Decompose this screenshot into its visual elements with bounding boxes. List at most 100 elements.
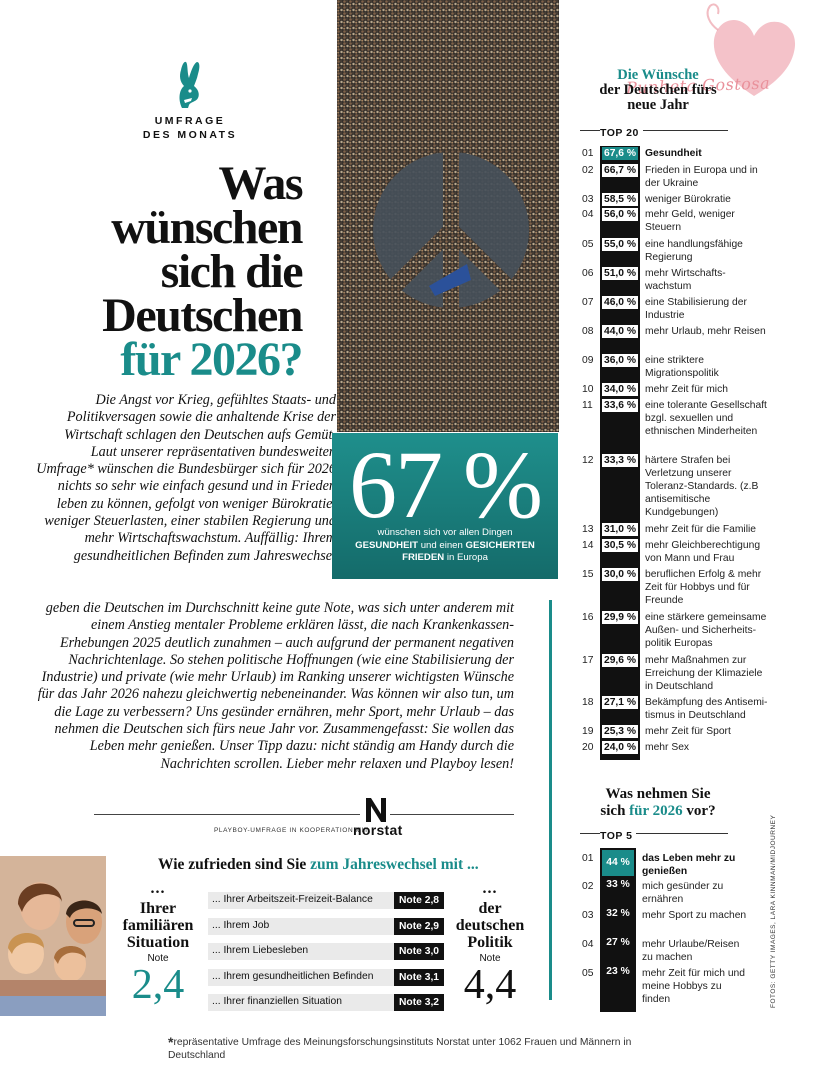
top5-rule [580,833,728,834]
norstat-brand: norstat [353,822,403,838]
wish-text: mehr Urlaub, mehr Reisen [645,326,766,337]
rank: 11 [582,400,593,411]
intro-paragraph: Die Angst vor Krieg, gefühltes Staats- u… [36,392,336,564]
percent-badge: 27 % [606,937,630,948]
resolutions-title-post: vor? [682,803,716,819]
wish-text: eine stärkere gemeinsame Außen- und Sich… [645,612,767,649]
resolutions-title-accent: für 2026 [629,803,683,819]
wish-text: beruflichen Erfolg & mehr Zeit für Hobby… [645,569,762,606]
resolutions-title: Was nehmen Sie sich für 2026 vor? [578,786,738,820]
percent-badge: 32 % [606,908,630,919]
percent-badge: 58,5 % [602,193,638,206]
top20-label-row: TOP 20 [580,123,728,139]
stat-bold-secure: GESICHERTEN [465,539,535,551]
top20-label: TOP 20 [600,127,643,139]
peace-sign-crowd-graphic [337,0,559,432]
wish-text: mehr Maßnahmen zur Erreichung der Klimaz… [645,655,763,692]
headline-line: sich die [160,245,304,298]
family-satisfaction-score: ... Ihrer familiären Situation Note 2,4 [118,880,198,1008]
top20-rule [580,130,728,131]
stat-value: 67 % [349,431,543,538]
score-label: Ihrer familiären Situation [122,900,194,951]
resolution-text: mehr Urlaube/Reisen zu machen [642,939,740,963]
wish-text: eine tolerante Gesellschaft bzgl. sexuel… [645,400,767,437]
percent-badge: 33,6 % [602,399,638,412]
rank: 02 [582,165,594,176]
score-value: 4,4 [463,962,517,1008]
satisfaction-question: ... Ihrem gesundheitlichen Befinden [212,971,374,982]
satisfaction-title: Wie zufrieden sind Sie zum Jahreswechsel… [158,856,498,874]
norstat-n-icon [366,798,386,822]
wish-text: mehr Zeit für Sport [645,726,731,737]
wish-text: mehr Sex [645,742,690,753]
wish-text: eine striktere Migrationspolitik [645,355,719,379]
percent-badge: 55,0 % [602,238,638,251]
intro-paragraph-continued: geben die Deutschen im Durchschnitt kein… [37,600,514,772]
wish-text: mehr Gleichberechtigung von Mann und Fra… [645,540,761,564]
footnote: *repräsentative Umfrage des Meinungsfors… [168,1034,688,1061]
rank: 04 [582,209,594,220]
stat-line1: wünschen sich vor allen Dingen [377,527,513,538]
stat-description: wünschen sich vor allen Dingen GESUNDHEI… [340,527,550,565]
rank: 12 [582,455,594,466]
wish-text: mehr Wirtschafts-wachstum [645,268,726,292]
footnote-star: * [168,1034,174,1050]
percent-badge: 25,3 % [602,725,638,738]
rank: 03 [582,910,594,921]
wish-text: eine Stabilisierung der Industrie [645,297,747,321]
wish-text: Frieden in Europa und in der Ukraine [645,165,758,189]
percent-badge: 66,7 % [602,164,638,177]
wishes-title-line2: der Deutschen fürs [599,82,717,98]
rank: 13 [582,524,594,535]
stat-tail: in Europa [444,552,488,563]
wish-text: mehr Geld, weniger Steuern [645,209,735,233]
percent-badge: 27,1 % [602,696,638,709]
percent-badge: 36,0 % [602,354,638,367]
percent-badge: 31,0 % [602,523,638,536]
bunny-icon [179,61,200,108]
satisfaction-item: ... Ihrer Arbeitszeit-Freizeit-Balance No… [208,892,444,909]
rank: 17 [582,655,594,666]
resolution-text: das Leben mehr zu genießen [642,853,736,877]
percent-badge: 51,0 % [602,267,638,280]
satisfaction-note: Note 3,1 [394,969,444,986]
wish-text: Gesundheit [645,148,702,159]
percent-badge: 46,0 % [602,296,638,309]
rank: 01 [582,853,594,864]
rank: 20 [582,742,594,753]
divider-vertical [549,600,552,1000]
resolutions-title-line1: Was nehmen Sie [605,786,711,802]
percent-badge: 67,6 % [602,147,638,160]
satisfaction-question: ... Ihrer finanziellen Situation [212,996,342,1007]
wishes-title-line3: neue Jahr [627,97,689,113]
ellipsis: ... [150,880,166,897]
resolution-text: mehr Sport zu machen [642,910,747,921]
stat-highlight-box: 67 % wünschen sich vor allen Dingen GESU… [332,433,558,579]
rank: 19 [582,726,594,737]
kicker-line1: UMFRAGE [154,115,226,127]
satisfaction-title-accent: zum Jahreswechsel mit ... [310,856,479,873]
resolutions-title-pre: sich [600,803,630,819]
percent-badge: 30,0 % [602,568,638,581]
satisfaction-note: Note 2,8 [394,892,444,909]
headline-line: Deutschen [102,289,303,342]
satisfaction-note: Note 2,9 [394,918,444,935]
kicker: UMFRAGE DES MONATS [120,114,260,142]
photo-credit: FOTOS: GETTY IMAGES, LARA KINNMAN/MIDJOU… [770,814,777,1008]
rank: 15 [582,569,594,580]
satisfaction-note: Note 3,2 [394,994,444,1011]
top5-label: TOP 5 [600,830,637,842]
norstat-rule [94,814,514,815]
wish-text: Bekämpfung des Antisemi-tismus in Deutsc… [645,697,768,721]
percent-badge: 44,0 % [602,325,638,338]
percent-badge: 30,5 % [602,539,638,552]
resolution-text: mehr Zeit für mich und meine Hobbys zu f… [642,968,746,1005]
score-value: 2,4 [131,962,185,1008]
percent-badge: 34,0 % [602,383,638,396]
wishes-title-line1: Die Wünsche [617,67,699,83]
satisfaction-question: ... Ihrer Arbeitszeit-Freizeit-Balance [212,894,373,905]
percent-badge: 23 % [606,966,630,977]
percent-badge: 44 % [602,850,634,876]
heart-watermark-icon [706,3,796,96]
score-label: der deutschen Politik [455,900,525,951]
